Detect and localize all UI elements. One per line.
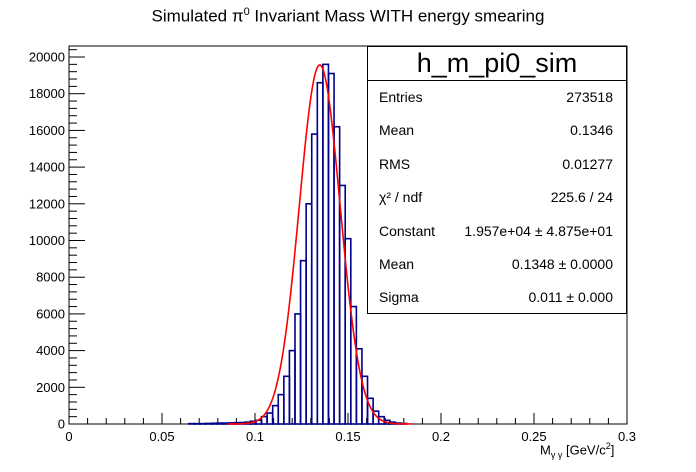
gaussian-fit-curve bbox=[227, 64, 413, 425]
xlabel-subscript: γ γ bbox=[550, 449, 563, 460]
stats-key: Constant bbox=[379, 222, 436, 239]
stats-row: Sigma 0.011 ± 0.000 bbox=[368, 281, 626, 314]
y-tick-label: 4000 bbox=[36, 343, 65, 358]
histogram-bin bbox=[322, 63, 330, 425]
histogram-bin bbox=[316, 81, 324, 425]
stats-key: RMS bbox=[379, 155, 411, 172]
histogram-bars bbox=[188, 63, 408, 425]
histogram-bin bbox=[294, 313, 302, 425]
xlabel-rest: [GeV/c bbox=[562, 442, 606, 458]
histogram-bin bbox=[327, 72, 335, 425]
histogram-bin bbox=[288, 349, 296, 425]
y-tick-label: 10000 bbox=[29, 233, 65, 248]
stats-row: Constant 1.957e+04 ± 4.875e+01 bbox=[368, 215, 626, 248]
xlabel-main: M bbox=[540, 442, 551, 458]
y-tick-label: 6000 bbox=[36, 306, 65, 321]
y-tick-label: 12000 bbox=[29, 196, 65, 211]
x-tick-label: 0.1 bbox=[246, 429, 264, 444]
histogram-bin bbox=[349, 305, 358, 425]
stats-value: 0.011 ± 0.000 bbox=[528, 289, 614, 306]
chart-title: Simulated π0 Invariant Mass WITH energy … bbox=[0, 6, 696, 27]
stats-key: Entries bbox=[379, 89, 423, 105]
y-tick-label: 16000 bbox=[29, 123, 65, 138]
histogram-bin bbox=[204, 422, 213, 425]
y-tick-label: 2000 bbox=[36, 380, 65, 395]
histogram-bin bbox=[338, 184, 347, 425]
x-tick-label: 0.25 bbox=[521, 429, 546, 444]
stats-value: 225.6 / 24 bbox=[550, 189, 613, 206]
x-axis-label: Mγ γ [GeV/c2] bbox=[540, 441, 614, 460]
x-tick-label: 0.2 bbox=[432, 429, 450, 444]
histogram-bin bbox=[210, 422, 218, 425]
x-tick-label: 0.3 bbox=[618, 429, 636, 444]
xlabel-superscript: 2 bbox=[605, 441, 611, 451]
x-tick-label: 0.05 bbox=[149, 429, 174, 444]
histogram-bin bbox=[277, 393, 285, 425]
stats-row: Entries 273518 bbox=[368, 81, 626, 114]
stats-row: Mean 0.1346 bbox=[368, 114, 626, 147]
title-superscript: 0 bbox=[243, 6, 250, 18]
stats-row: Mean 0.1348 ± 0.0000 bbox=[368, 248, 626, 281]
xlabel-end: ] bbox=[610, 442, 615, 458]
y-tick-label: 0 bbox=[58, 417, 65, 432]
histogram-bin bbox=[310, 133, 319, 425]
title-rest: Invariant Mass WITH energy smearing bbox=[249, 6, 545, 26]
stats-value: 1.957e+04 ± 4.875e+01 bbox=[464, 222, 613, 239]
stats-value: 273518 bbox=[566, 89, 613, 105]
stats-key: Mean bbox=[379, 255, 415, 272]
y-tick-label: 18000 bbox=[29, 86, 65, 101]
stats-row: RMS 0.01277 bbox=[368, 148, 626, 181]
stats-value: 0.01277 bbox=[562, 155, 613, 172]
y-tick-label: 14000 bbox=[29, 160, 65, 175]
stats-value: 0.1346 bbox=[570, 122, 613, 139]
stats-box: h_m_pi0_sim Entries 273518 Mean 0.1346 RMS… bbox=[367, 46, 627, 314]
x-tick-label: 0.15 bbox=[335, 429, 360, 444]
y-tick-label: 20000 bbox=[29, 50, 65, 65]
histogram-bin bbox=[305, 203, 313, 425]
x-tick-label: 0 bbox=[65, 429, 72, 444]
axis-ticks: 0 0.05 0.1 0.15 0.2 0.25 0.3 0 2000 4000 6000 8000 1… bbox=[29, 49, 636, 444]
histogram-bin bbox=[216, 422, 224, 425]
histogram-bin bbox=[283, 375, 291, 425]
histogram-bin bbox=[266, 412, 274, 425]
stats-row: χ² / ndf 225.6 / 24 bbox=[368, 181, 626, 214]
stats-value: 0.1348 ± 0.0000 bbox=[511, 255, 613, 272]
y-tick-label: 8000 bbox=[36, 270, 65, 285]
stats-key: χ² / ndf bbox=[379, 189, 423, 206]
stats-key: Sigma bbox=[379, 289, 419, 306]
title-main: Simulated π bbox=[151, 6, 244, 26]
stats-histogram-name: h_m_pi0_sim bbox=[368, 47, 626, 81]
histogram-bin bbox=[299, 259, 307, 425]
stats-key: Mean bbox=[379, 122, 415, 139]
